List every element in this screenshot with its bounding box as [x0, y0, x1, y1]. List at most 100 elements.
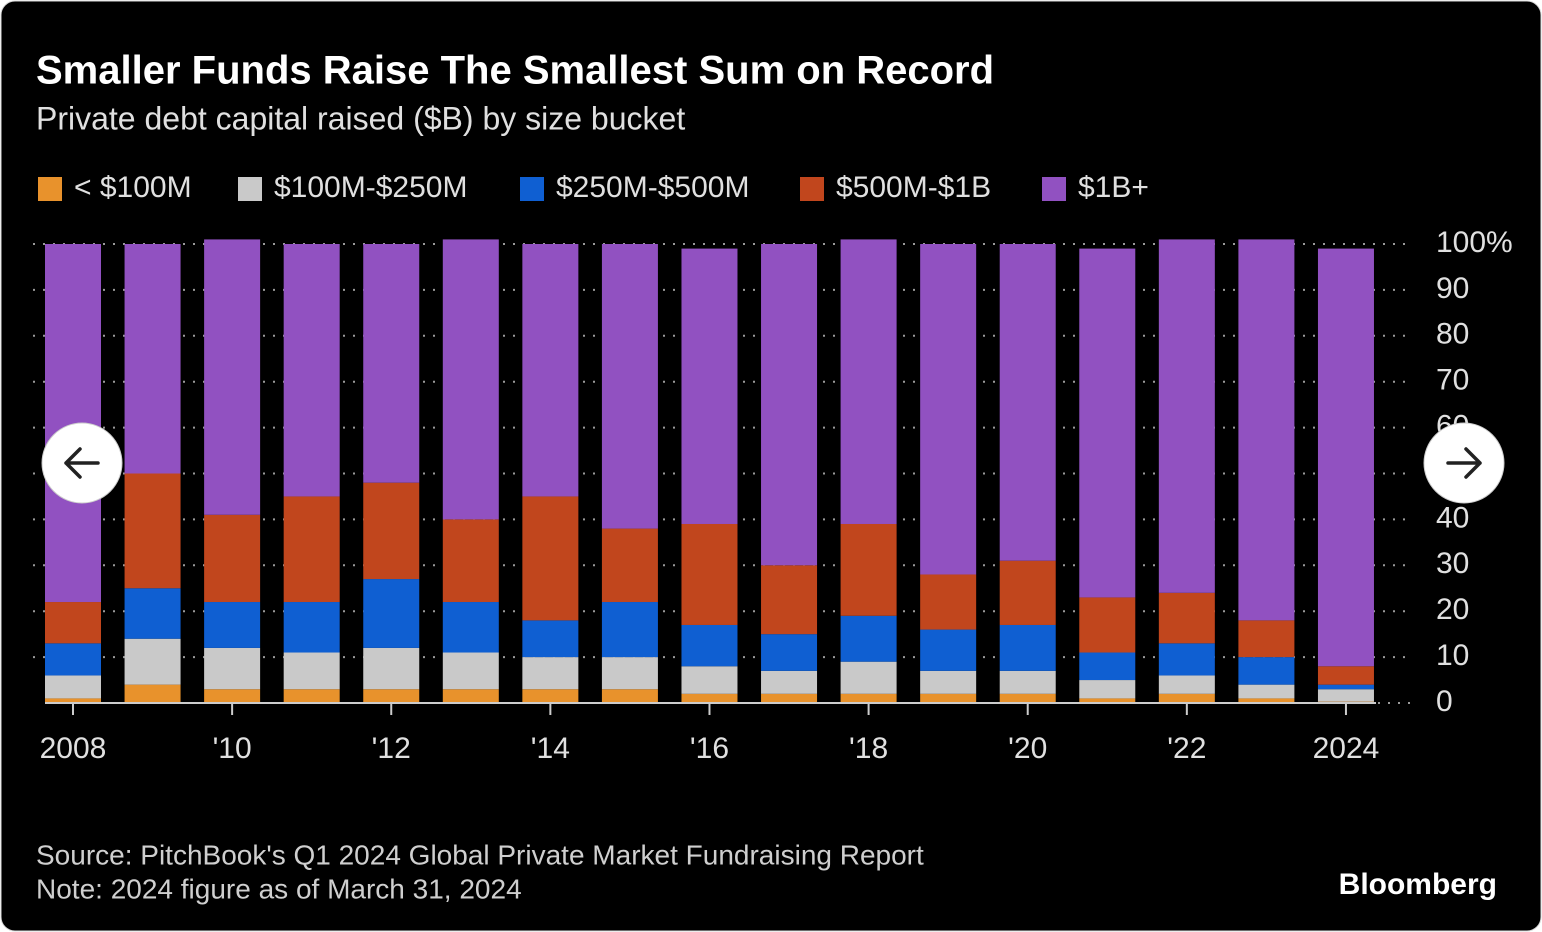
bar-segment [522, 620, 579, 658]
bar-segment [522, 496, 579, 621]
bar-segment [840, 239, 897, 524]
bar-segment [1317, 666, 1374, 685]
bar-segment [442, 239, 499, 520]
bar-segment [45, 643, 101, 676]
bar-segment [761, 244, 818, 566]
bar-segment [283, 689, 340, 703]
bar-segment [761, 634, 818, 671]
y-tick-label: 90 [1436, 272, 1469, 305]
bar-segment [1317, 689, 1374, 702]
legend-swatch [38, 177, 62, 201]
x-tick-label: '16 [690, 732, 729, 765]
chart-title: Smaller Funds Raise The Smallest Sum on … [36, 49, 994, 93]
bar-segment [1158, 239, 1215, 593]
bar-segment [45, 698, 101, 703]
chart-subtitle: Private debt capital raised ($B) by size… [36, 100, 685, 136]
prev-arrow[interactable] [64, 447, 100, 479]
bar-segment [1158, 693, 1215, 703]
bar-segment [522, 689, 579, 703]
x-tick-label: '14 [531, 732, 570, 765]
bar-segment [363, 689, 420, 703]
bar-segment [999, 670, 1056, 694]
bar-segment [601, 689, 658, 703]
x-tick-label: 2024 [1313, 732, 1380, 765]
bar-segment [1317, 684, 1374, 690]
bar-segment [601, 244, 658, 529]
bar-segment [999, 624, 1056, 671]
bar-segment [999, 560, 1056, 625]
bar-segment [1079, 698, 1136, 703]
x-tick-label: '18 [849, 732, 888, 765]
bar-segment [920, 244, 977, 575]
legend-swatch [800, 177, 824, 201]
next-arrow[interactable] [1446, 447, 1482, 479]
bar-segment [45, 675, 101, 699]
bar-segment [45, 244, 101, 603]
legend-label: < $100M [74, 171, 192, 204]
bar-segment [1238, 657, 1295, 685]
bar-segment [920, 629, 977, 671]
bar-segment [442, 689, 499, 703]
bar-segment [363, 482, 420, 580]
bar-segment [601, 528, 658, 603]
x-tick-label: 2008 [40, 732, 107, 765]
x-tick-label: '12 [372, 732, 411, 765]
bar-segment [920, 574, 977, 630]
bar-segment [45, 602, 101, 644]
bar-segment [761, 693, 818, 703]
bar-segment [681, 624, 738, 667]
y-tick-label: 10 [1436, 639, 1469, 672]
legend-swatch [1042, 177, 1066, 201]
bar-segment [999, 244, 1056, 561]
bar-segment [283, 602, 340, 653]
bar-segment [681, 523, 738, 625]
legend-label: $100M-$250M [274, 171, 467, 204]
bar-segment [840, 615, 897, 662]
bar-segment [681, 248, 738, 524]
bar-segment [920, 693, 977, 703]
bar-segment [1317, 248, 1374, 667]
bar-segment [601, 602, 658, 658]
bar-segment [442, 519, 499, 603]
bar-segment [840, 661, 897, 694]
bar-segment [1238, 698, 1295, 703]
bar-segment [761, 565, 818, 635]
bar-segment [522, 657, 579, 690]
brand: Bloomberg [1339, 868, 1497, 901]
bar-segment [601, 657, 658, 690]
bar-segment [283, 652, 340, 690]
bar-segment [204, 647, 261, 690]
y-tick-label: 70 [1436, 364, 1469, 397]
y-tick-label: 100% [1436, 226, 1513, 259]
bar-segment [124, 244, 181, 474]
bar-segment [1079, 680, 1136, 699]
legend-swatch [238, 177, 262, 201]
next-button[interactable] [1423, 422, 1505, 504]
bar-segment [283, 244, 340, 497]
bar-segment [1238, 239, 1295, 621]
bar-segment [204, 602, 261, 648]
bar-segment [1238, 620, 1295, 658]
x-tick-label: '20 [1008, 732, 1047, 765]
bar-segment [204, 514, 261, 603]
bar-segment [1079, 248, 1136, 598]
legend-label: $250M-$500M [556, 171, 749, 204]
bar-segment [1158, 592, 1215, 644]
prev-button[interactable] [41, 422, 123, 504]
bar-segment [999, 693, 1056, 703]
bar-segment [124, 684, 181, 703]
bar-segment [1079, 652, 1136, 681]
bar-segment [124, 473, 181, 589]
bar-segment [363, 647, 420, 690]
bar-segment [1238, 684, 1295, 699]
x-tick-label: '22 [1167, 732, 1206, 765]
bar-segment [1158, 675, 1215, 694]
bar-segment [442, 652, 499, 690]
bar-segment [204, 689, 261, 703]
bar-segment [124, 588, 181, 639]
bar-segment [1079, 597, 1136, 653]
plot: < $100M $100M-$250M $250M-$500M $500M-$1B $1… [33, 171, 1513, 765]
bar-segment [283, 496, 340, 603]
